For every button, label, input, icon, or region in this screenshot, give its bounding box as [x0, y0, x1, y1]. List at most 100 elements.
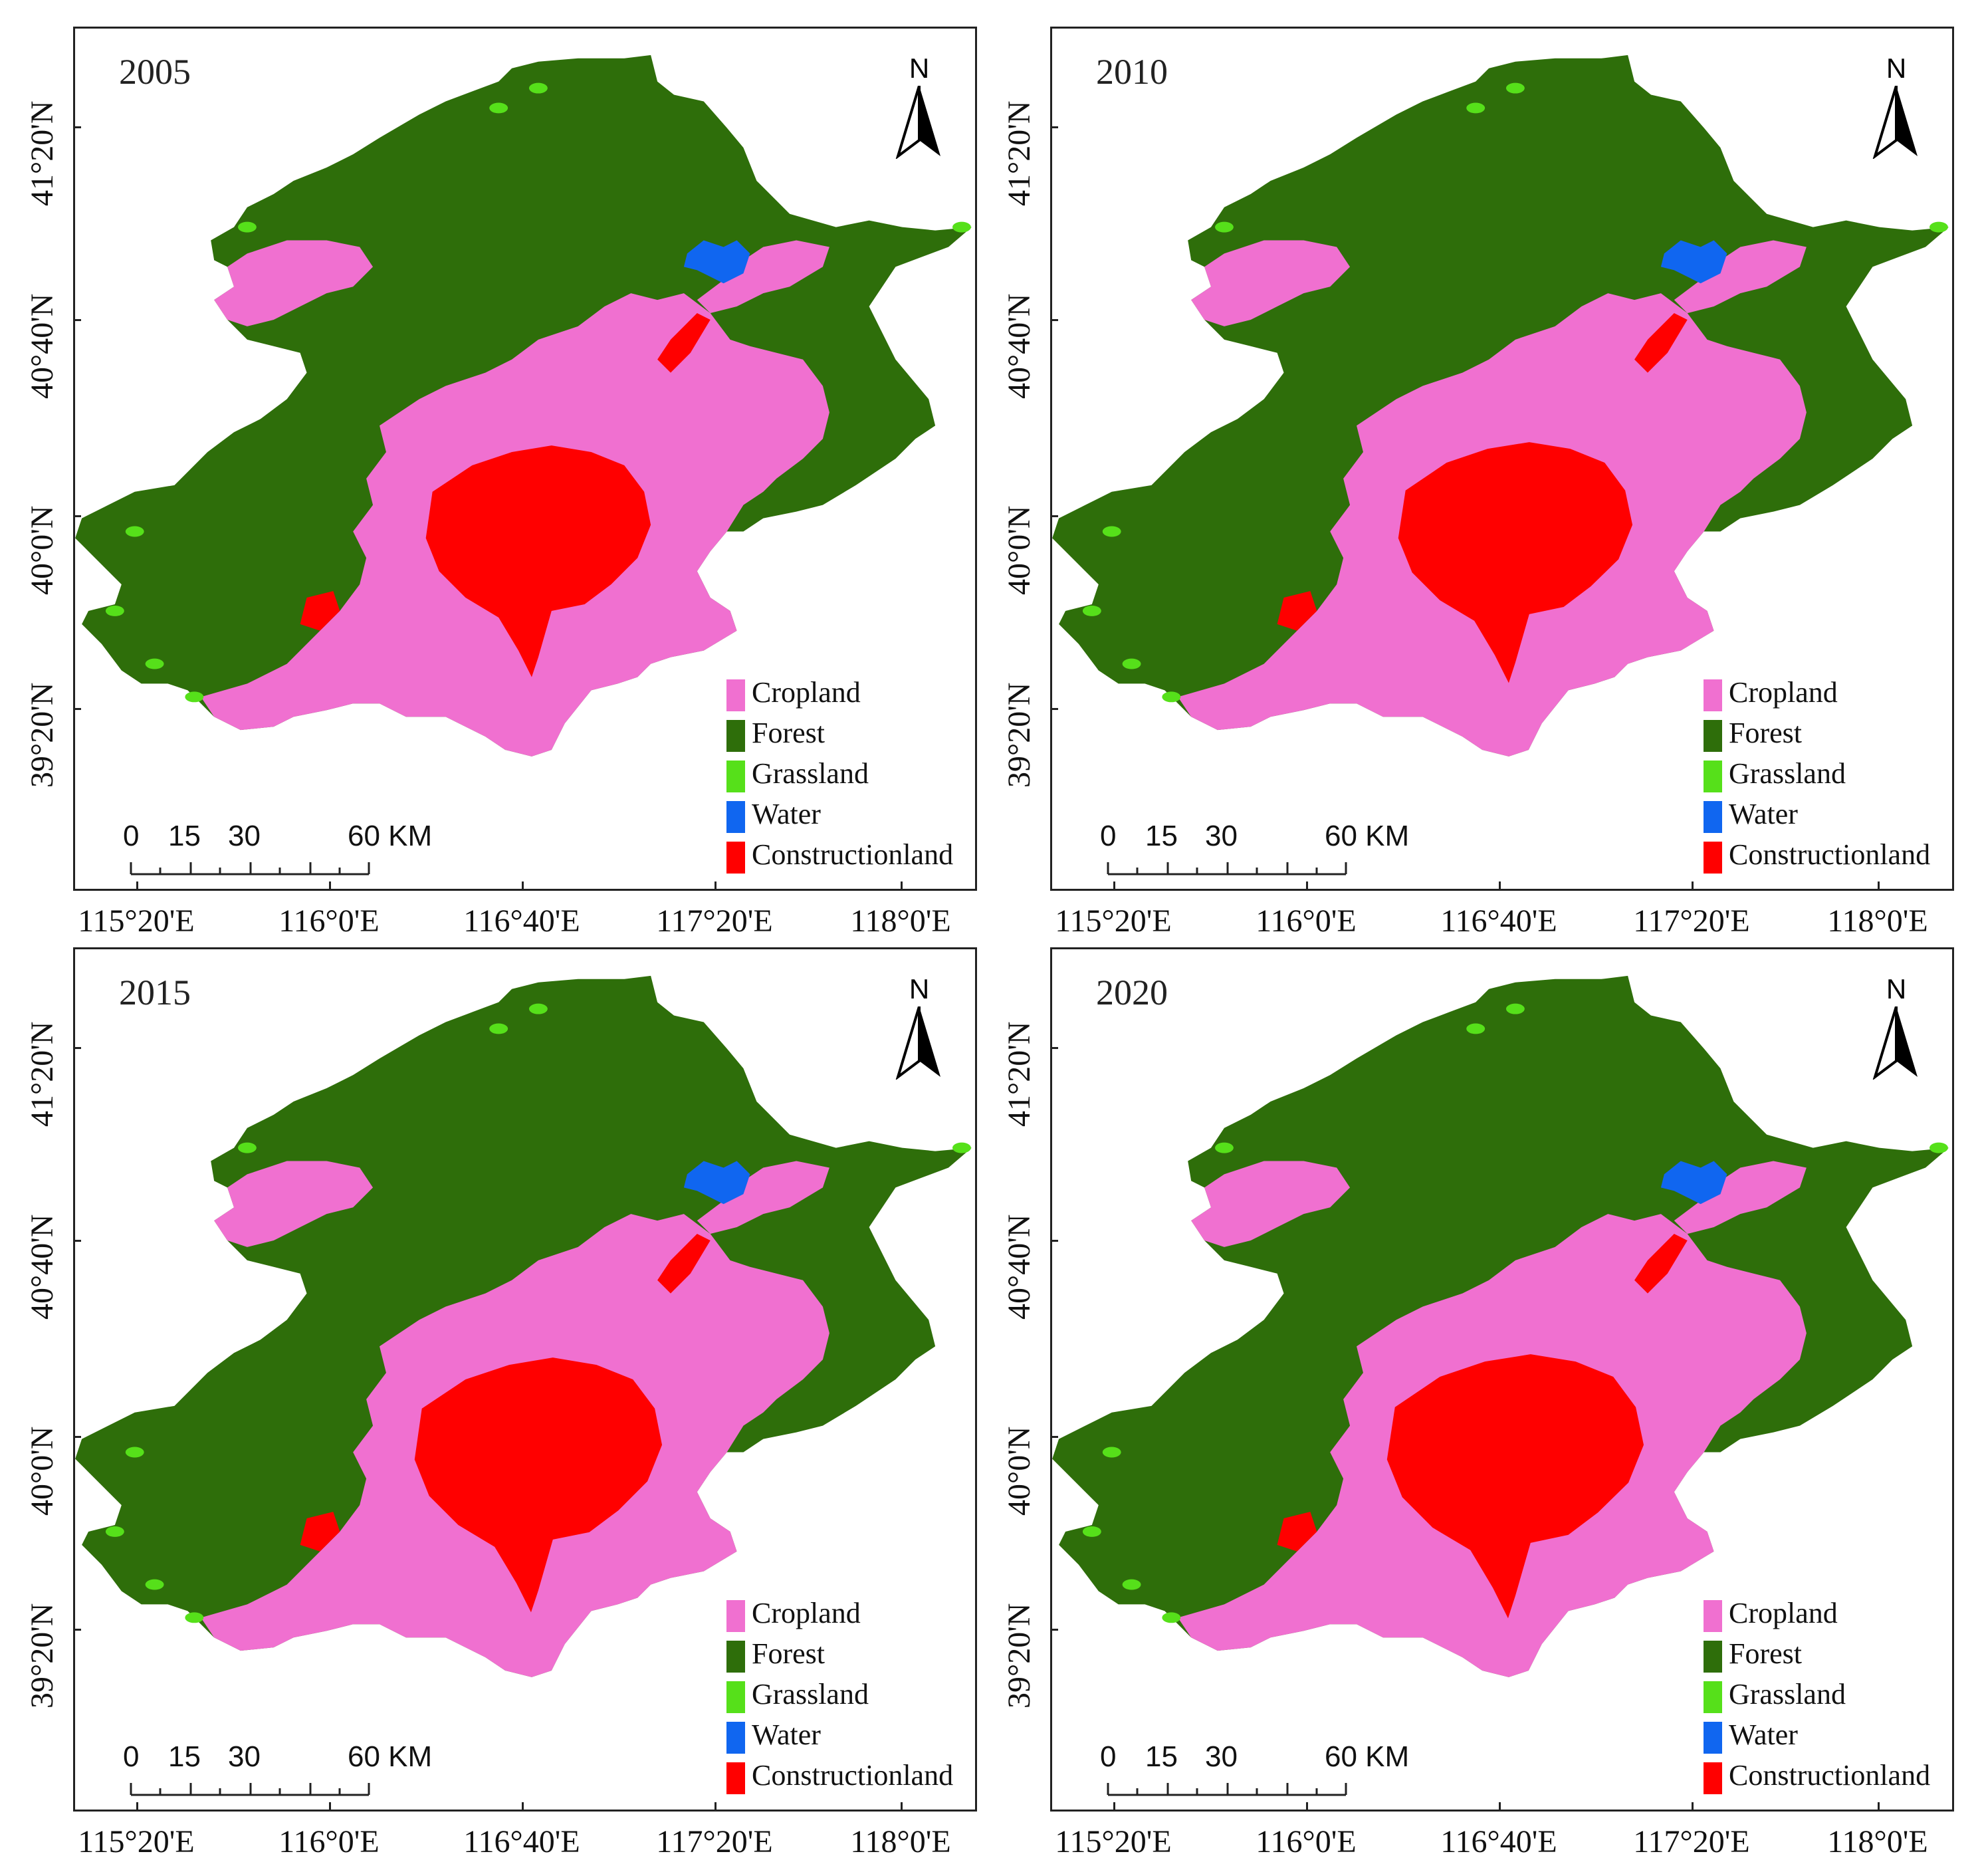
legend-item-cropland: Cropland	[1704, 676, 1982, 711]
legend-swatch	[1704, 720, 1722, 752]
scale-label: 0	[123, 820, 140, 852]
grassland-patch	[185, 1612, 204, 1623]
legend-swatch	[1704, 1722, 1722, 1754]
latitude-tick	[1050, 126, 1058, 128]
longitude-label: 118°0'E	[1827, 1824, 1928, 1859]
legend-swatch	[726, 801, 745, 833]
scale-bar-graphic	[130, 1783, 370, 1796]
legend-swatch	[726, 679, 745, 711]
latitude-tick	[73, 1240, 81, 1242]
legend-swatch	[726, 1762, 745, 1794]
urban-area-sw	[1277, 591, 1317, 631]
north-label: N	[909, 53, 930, 84]
north-label: N	[1886, 53, 1907, 84]
urban-area-sw	[300, 591, 340, 631]
longitude-label: 116°40'E	[1440, 1824, 1557, 1859]
land-use-map	[75, 55, 972, 757]
longitude-label: 117°20'E	[656, 1824, 773, 1859]
legend-label: Grassland	[752, 757, 869, 790]
grassland-patch	[1082, 605, 1101, 616]
longitude-tick	[136, 1802, 138, 1810]
grassland-patch	[1929, 221, 1948, 233]
north-arrow-icon	[1872, 1006, 1918, 1080]
latitude-tick	[1050, 708, 1058, 710]
reservoir	[683, 240, 750, 284]
panel-year: 2005	[119, 52, 191, 92]
panel-year: 2015	[119, 973, 191, 1012]
latitude-label: 41°20'N	[1002, 100, 1037, 206]
longitude-label: 118°0'E	[850, 1824, 951, 1859]
panel-year: 2020	[1096, 973, 1168, 1012]
latitude-label: 40°40'N	[25, 1214, 60, 1320]
latitude-label: 41°20'N	[1002, 1021, 1037, 1127]
longitude-label: 117°20'E	[1633, 1824, 1750, 1859]
latitude-tick	[73, 515, 81, 517]
grassland-patch	[1466, 1023, 1486, 1034]
grassland-patch	[1102, 1447, 1121, 1458]
legend-label: Constructionland	[752, 838, 954, 871]
longitude-label: 116°0'E	[278, 903, 380, 939]
scale-bar: 0 15 30 60 KM	[123, 820, 432, 893]
legend-item-forest: Forest	[726, 1637, 1006, 1673]
urban-area-sw	[300, 1512, 340, 1552]
longitude-label: 117°20'E	[656, 903, 773, 939]
urban-core	[1386, 1354, 1644, 1619]
north-arrow: N	[1870, 53, 1923, 166]
longitude-tick	[901, 1802, 903, 1810]
latitude-tick	[1050, 1240, 1058, 1242]
grassland-patch	[1102, 526, 1121, 537]
legend-label: Forest	[1729, 1637, 1802, 1670]
grassland-patch	[1162, 691, 1181, 703]
grassland-patch	[952, 221, 971, 233]
legend-swatch	[1704, 761, 1722, 792]
scale-label: 15	[168, 1740, 201, 1773]
legend-label: Grassland	[1729, 1678, 1846, 1710]
legend-swatch	[726, 1681, 745, 1713]
latitude-tick	[1050, 1047, 1058, 1049]
legend-item-constructionland: Constructionland	[1704, 838, 1982, 874]
scale-bar: 0 15 30 60 KM	[123, 1740, 432, 1814]
longitude-tick	[329, 1802, 331, 1810]
latitude-label: 40°0'N	[25, 505, 60, 595]
north-label: N	[909, 973, 930, 1004]
latitude-tick	[73, 126, 81, 128]
legend-item-constructionland: Constructionland	[726, 838, 1006, 874]
longitude-label: 118°0'E	[1827, 903, 1928, 939]
scale-label: 0	[123, 1740, 140, 1773]
scale-bar-graphic	[130, 862, 370, 876]
legend-label: Water	[1729, 798, 1798, 830]
legend-label: Constructionland	[752, 1759, 954, 1792]
latitude-tick	[73, 1629, 81, 1631]
longitude-tick	[1692, 1802, 1694, 1810]
cropland-basin	[1191, 240, 1351, 326]
grassland-patch	[1466, 102, 1486, 114]
latitude-label: 40°0'N	[1002, 505, 1037, 595]
grassland-patch	[238, 221, 257, 233]
grassland-patch	[1929, 1142, 1948, 1153]
scale-label: 0	[1100, 820, 1117, 852]
legend-swatch	[1704, 1762, 1722, 1794]
grassland-patch	[1215, 221, 1234, 233]
grassland-patch	[1215, 1142, 1234, 1153]
longitude-tick	[522, 881, 524, 889]
scale-label: 60 KM	[1325, 1740, 1410, 1773]
reservoir	[683, 1161, 750, 1205]
latitude-label: 40°40'N	[1002, 293, 1037, 399]
legend-item-water: Water	[726, 798, 1006, 833]
latitude-tick	[73, 1436, 81, 1438]
legend-item-water: Water	[726, 1718, 1006, 1754]
legend-item-grassland: Grassland	[1704, 1678, 1982, 1713]
longitude-tick	[1113, 881, 1115, 889]
longitude-tick	[901, 881, 903, 889]
grassland-patch	[1505, 1003, 1525, 1014]
longitude-label: 116°40'E	[463, 903, 580, 939]
grassland-patch	[145, 658, 164, 669]
legend-label: Cropland	[1729, 676, 1838, 709]
land-use-map	[1052, 975, 1949, 1677]
reservoir	[1660, 1161, 1727, 1205]
legend-item-grassland: Grassland	[726, 757, 1006, 792]
panel-year: 2010	[1096, 52, 1168, 92]
cropland-strip	[1674, 1161, 1807, 1234]
latitude-label: 41°20'N	[25, 1021, 60, 1127]
longitude-tick	[1113, 1802, 1115, 1810]
